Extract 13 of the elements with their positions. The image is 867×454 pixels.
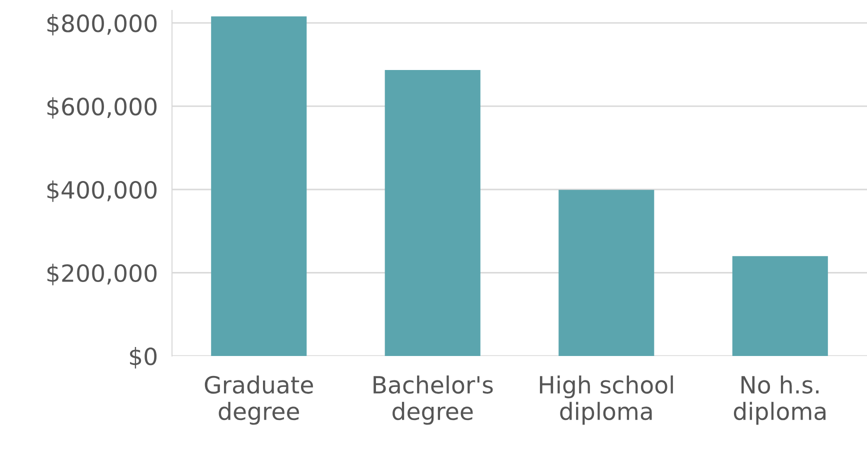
x-tick-label: Graduate degree <box>204 375 313 425</box>
x-tick-label: No h.s. diploma <box>734 375 826 425</box>
y-tick-label: $200,000 <box>47 264 157 286</box>
y-tick-label: $800,000 <box>47 14 157 36</box>
bar <box>732 256 828 356</box>
y-tick-label: $600,000 <box>47 97 157 119</box>
y-tick-label: $0 <box>130 347 157 368</box>
bar <box>558 190 654 356</box>
x-tick-label: Bachelor's degree <box>374 375 493 425</box>
x-tick-label: High school diploma <box>540 375 673 425</box>
bar <box>211 16 307 356</box>
y-tick-label: $400,000 <box>47 180 157 202</box>
bar <box>384 70 480 356</box>
